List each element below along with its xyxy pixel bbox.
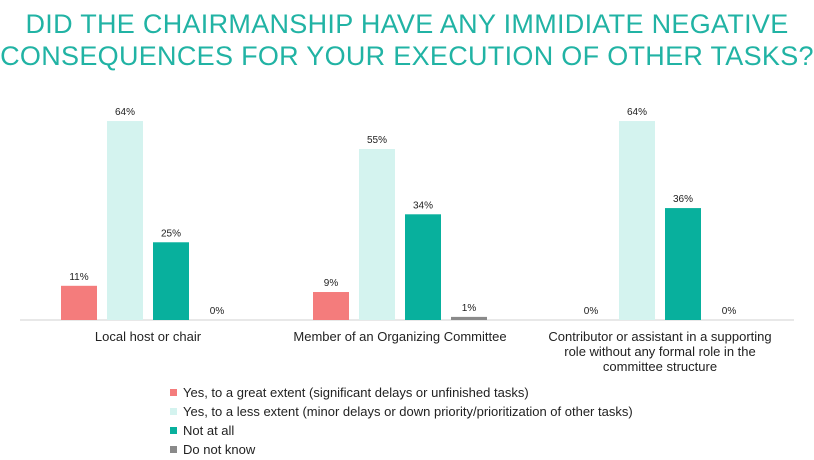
category-label-line: role without any formal role in the <box>564 344 756 359</box>
data-label-1-3: 25% <box>161 228 181 239</box>
data-label-3-1: 0% <box>584 306 599 317</box>
category-label-line: Member of an Organizing Committee <box>293 329 507 344</box>
data-label-1-1: 11% <box>69 272 88 283</box>
category-label-line: Local host or chair <box>94 329 202 344</box>
chart-title-line-1: DID THE CHAIRMANSHIP HAVE ANY IMMIDIATE … <box>25 9 789 39</box>
category-label-line: Contributor or assistant in a supporting <box>548 329 772 344</box>
bar-2-1 <box>313 292 349 320</box>
legend-swatch <box>170 389 177 396</box>
category-label-line: committee structure <box>602 359 718 374</box>
legend-label: Do not know <box>183 442 256 457</box>
legend-item-2: Yes, to a less extent (minor delays or d… <box>170 402 633 421</box>
legend-label: Yes, to a great extent (significant dela… <box>183 385 529 400</box>
data-label-3-3: 36% <box>673 194 693 205</box>
data-label-1-2: 64% <box>115 107 135 118</box>
legend-item-1: Yes, to a great extent (significant dela… <box>170 383 633 402</box>
data-label-2-3: 34% <box>413 200 433 211</box>
bar-2-4 <box>451 316 487 320</box>
data-label-3-2: 64% <box>627 107 647 118</box>
bar-1-3 <box>153 242 189 320</box>
bar-1-2 <box>107 121 143 320</box>
category-label-2: Member of an Organizing Committee <box>270 329 530 344</box>
bar-3-3 <box>665 208 701 320</box>
bar-3-2 <box>619 121 655 320</box>
chart-legend: Yes, to a great extent (significant dela… <box>170 383 633 459</box>
legend-swatch <box>170 427 177 434</box>
data-label-3-4: 0% <box>722 306 737 317</box>
bar-1-1 <box>61 285 97 320</box>
data-label-1-4: 0% <box>210 306 225 317</box>
data-label-2-4: 1% <box>462 303 477 314</box>
category-label-3: Contributor or assistant in a supporting… <box>530 329 790 374</box>
legend-label: Not at all <box>183 423 235 438</box>
category-label-1: Local host or chair <box>18 329 278 344</box>
legend-swatch <box>170 446 177 453</box>
data-label-2-2: 55% <box>367 135 387 146</box>
bar-2-3 <box>405 214 441 320</box>
bar-2-2 <box>359 149 395 320</box>
legend-item-3: Not at all <box>170 421 633 440</box>
legend-label: Yes, to a less extent (minor delays or d… <box>183 404 633 419</box>
legend-item-4: Do not know <box>170 440 633 459</box>
data-label-2-1: 9% <box>324 278 339 289</box>
chart-title-line-2: CONSEQUENCES FOR YOUR EXECUTION OF OTHER… <box>0 41 814 71</box>
chart-title: DID THE CHAIRMANSHIP HAVE ANY IMMIDIATE … <box>0 8 814 72</box>
legend-swatch <box>170 408 177 415</box>
